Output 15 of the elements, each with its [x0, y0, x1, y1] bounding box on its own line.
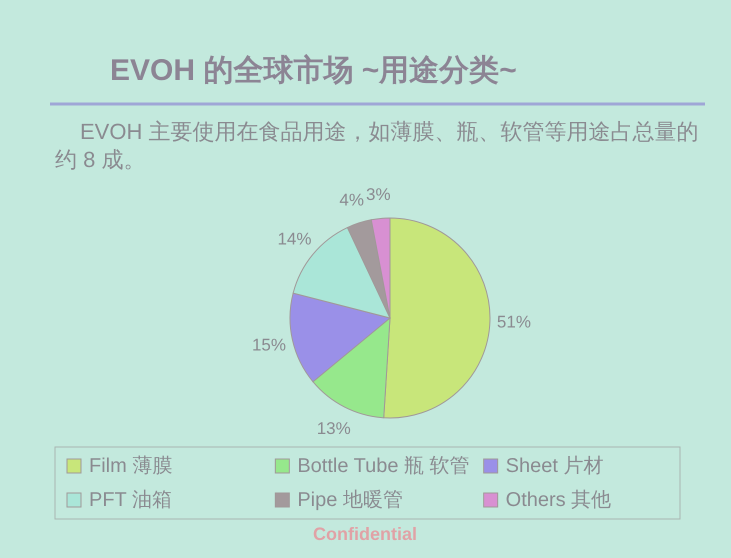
chart-subtitle: EVOH 主要使用在食品用途，如薄膜、瓶、软管等用途占总量的约 8 成。	[55, 118, 700, 174]
data-label: 51%	[496, 312, 531, 332]
legend-label: PFT 油箱	[89, 489, 172, 511]
data-label: 4%	[339, 190, 364, 210]
legend-label: Pipe 地暖管	[297, 489, 403, 511]
data-label: 13%	[316, 418, 351, 438]
legend-label: Film 薄膜	[89, 455, 172, 477]
data-label: 3%	[366, 185, 391, 204]
data-label: 14%	[277, 229, 312, 248]
chart-title: EVOH 的全球市场 ~用途分类~	[110, 53, 518, 89]
legend-label: Others 其他	[506, 489, 612, 511]
data-label: 15%	[252, 336, 286, 355]
legend-label: Bottle Tube 瓶 软管	[297, 455, 470, 477]
legend-label: Sheet 片材	[506, 455, 604, 477]
text: Confidential	[313, 524, 417, 544]
